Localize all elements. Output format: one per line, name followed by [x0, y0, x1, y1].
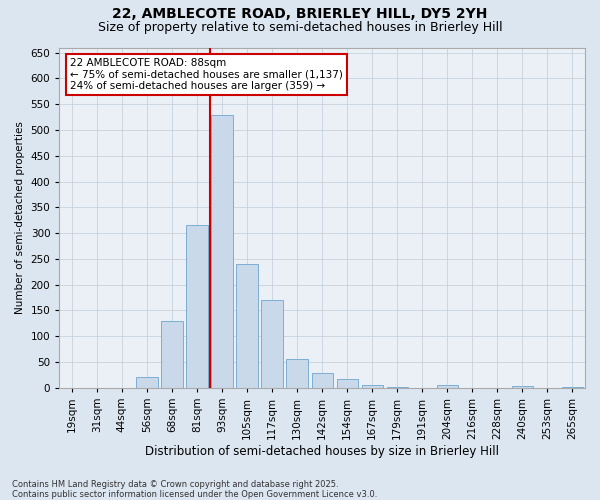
Bar	[362, 385, 383, 388]
Bar	[211, 114, 233, 388]
Text: Contains HM Land Registry data © Crown copyright and database right 2025.
Contai: Contains HM Land Registry data © Crown c…	[12, 480, 377, 499]
Bar	[262, 300, 283, 388]
Y-axis label: Number of semi-detached properties: Number of semi-detached properties	[15, 121, 25, 314]
Bar	[311, 374, 333, 388]
Bar	[437, 385, 458, 388]
Bar	[562, 387, 583, 388]
Text: 22, AMBLECOTE ROAD, BRIERLEY HILL, DY5 2YH: 22, AMBLECOTE ROAD, BRIERLEY HILL, DY5 2…	[112, 8, 488, 22]
Bar	[236, 264, 258, 388]
Bar	[286, 360, 308, 388]
Bar	[337, 378, 358, 388]
Bar	[136, 378, 158, 388]
X-axis label: Distribution of semi-detached houses by size in Brierley Hill: Distribution of semi-detached houses by …	[145, 444, 499, 458]
Bar	[512, 386, 533, 388]
Bar	[386, 387, 408, 388]
Bar	[187, 226, 208, 388]
Text: Size of property relative to semi-detached houses in Brierley Hill: Size of property relative to semi-detach…	[98, 21, 502, 34]
Bar	[161, 321, 182, 388]
Text: 22 AMBLECOTE ROAD: 88sqm
← 75% of semi-detached houses are smaller (1,137)
24% o: 22 AMBLECOTE ROAD: 88sqm ← 75% of semi-d…	[70, 58, 343, 91]
